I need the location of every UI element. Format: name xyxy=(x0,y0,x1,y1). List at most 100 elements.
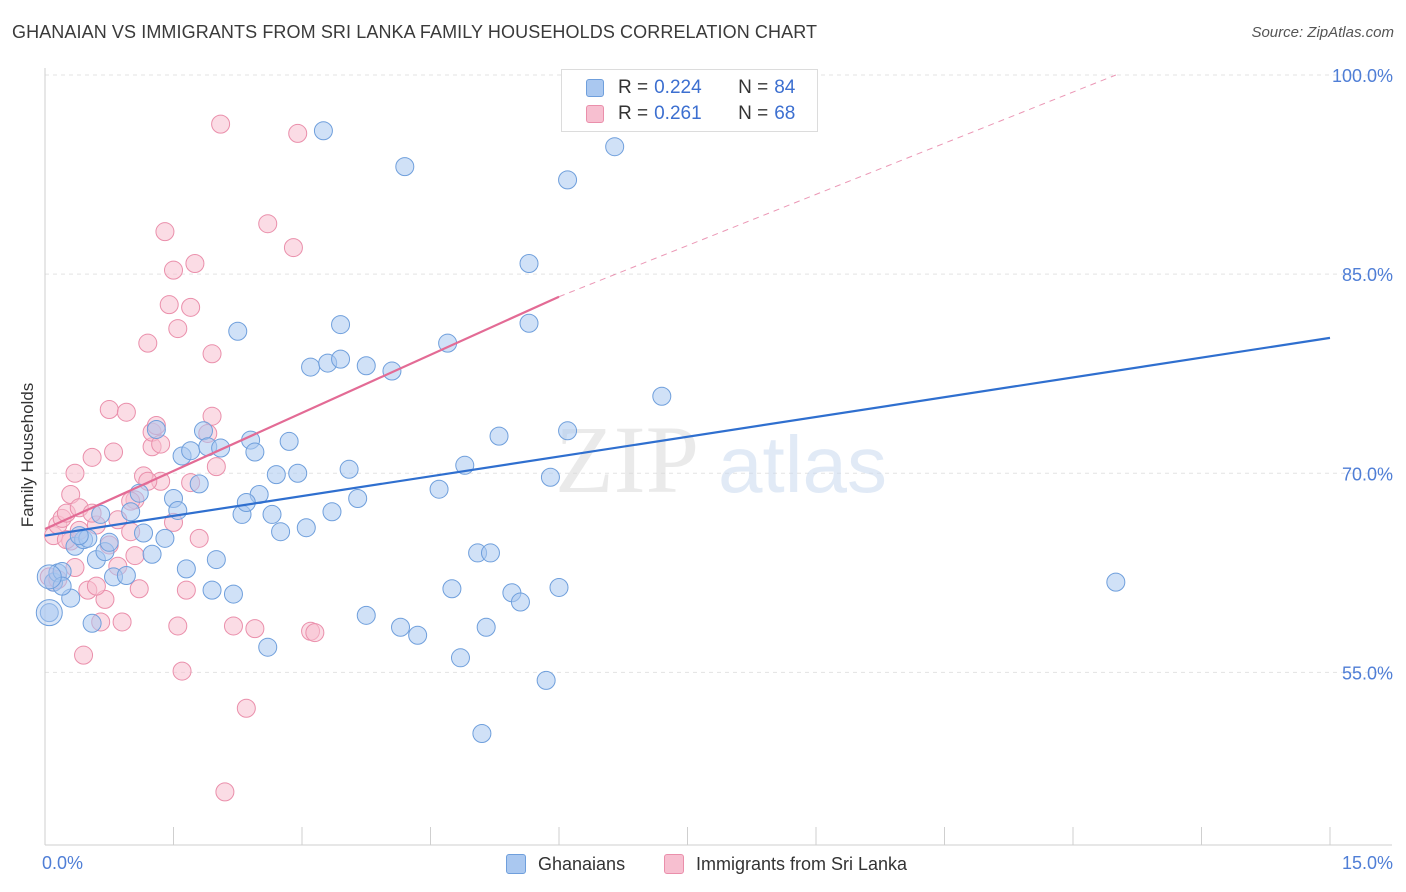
pink-point xyxy=(159,295,179,315)
legend-n-value-blue: 84 xyxy=(774,77,796,98)
blue-point xyxy=(395,157,415,177)
pink-point xyxy=(206,457,226,477)
bottom-legend-swatch-blue xyxy=(506,854,526,874)
bottom-legend-sri-lanka: Immigrants from Sri Lanka xyxy=(664,852,907,876)
axis-layer xyxy=(44,68,1392,846)
blue-point xyxy=(271,522,291,542)
blue-point xyxy=(540,467,560,487)
blue-point xyxy=(489,426,509,446)
pink-point xyxy=(104,442,124,462)
blue-point xyxy=(193,421,213,441)
pink-point xyxy=(138,333,158,353)
y-tick-label: 100.0% xyxy=(1332,66,1393,86)
blue-point xyxy=(266,465,286,485)
blue-point xyxy=(549,577,569,597)
pink-point xyxy=(172,661,192,681)
blue-point xyxy=(211,438,231,458)
pink-point xyxy=(112,612,132,632)
blue-point xyxy=(202,580,222,600)
blue-point xyxy=(116,566,136,585)
pink-point xyxy=(176,580,196,600)
blue-point xyxy=(142,544,162,564)
pink-point xyxy=(215,782,235,802)
blue-point xyxy=(476,617,496,637)
y-tick-label: 70.0% xyxy=(1342,464,1393,484)
blue-point xyxy=(408,625,428,645)
trend-lines xyxy=(44,74,1331,537)
legend-n-label-pink: N = xyxy=(738,103,769,124)
blue-point-large xyxy=(35,599,63,627)
blue-point xyxy=(519,313,539,333)
blue-point xyxy=(176,559,196,579)
blue-point xyxy=(519,254,539,274)
pink-point xyxy=(283,238,303,258)
blue-point xyxy=(236,492,256,512)
blue-point xyxy=(331,315,351,335)
blue-point xyxy=(356,356,376,376)
blue-series-points xyxy=(35,121,1126,743)
watermark-zip: ZIP xyxy=(555,406,699,513)
blue-point xyxy=(99,532,119,552)
blue-point xyxy=(510,592,530,612)
blue-point xyxy=(450,648,470,668)
legend-r-value-blue: 0.224 xyxy=(654,77,702,98)
blue-point xyxy=(356,605,376,625)
pink-point xyxy=(181,297,201,317)
blue-point xyxy=(155,528,175,548)
pink-point xyxy=(82,447,102,467)
blue-point xyxy=(391,617,411,637)
grid-layer xyxy=(45,74,1392,673)
blue-point xyxy=(301,357,321,377)
blue-point xyxy=(121,502,141,522)
blue-point xyxy=(39,603,59,623)
blue-point xyxy=(279,431,299,451)
blue-point xyxy=(52,576,72,596)
tick-labels: 55.0% 70.0% 85.0% 100.0% 0.0% 15.0% xyxy=(42,66,1393,873)
pink-point xyxy=(164,260,183,280)
blue-point xyxy=(262,504,282,524)
pink-point xyxy=(74,645,94,665)
blue-point xyxy=(480,543,500,563)
blue-point xyxy=(189,474,209,494)
blue-point xyxy=(181,441,201,461)
pink-point xyxy=(168,319,188,339)
bottom-legend-ghanaians: Ghanaians xyxy=(506,852,625,876)
pink-point xyxy=(202,344,222,364)
blue-point xyxy=(558,421,578,441)
x-tick-label-min: 0.0% xyxy=(42,853,83,873)
legend-n-label-blue: N = xyxy=(738,77,769,98)
blue-point xyxy=(472,723,492,743)
blue-point xyxy=(536,670,556,690)
pink-point xyxy=(305,623,325,643)
blue-point xyxy=(82,613,102,633)
pink-point xyxy=(223,616,243,636)
blue-point xyxy=(245,442,265,462)
pink-point xyxy=(116,402,136,422)
pink-point xyxy=(245,619,265,639)
blue-point xyxy=(331,349,351,369)
bottom-legend-label-pink: Immigrants from Sri Lanka xyxy=(696,853,908,874)
blue-point xyxy=(134,523,154,543)
pink-point xyxy=(189,528,209,548)
pink-point xyxy=(211,114,231,134)
blue-point xyxy=(258,637,278,657)
pink-point xyxy=(168,616,188,636)
pink-point xyxy=(129,579,149,599)
blue-trend-line xyxy=(44,336,1331,537)
blue-point xyxy=(206,550,226,570)
legend-r-label-blue: R = xyxy=(618,77,649,98)
legend-row-blue: R = 0.224 N = 84 xyxy=(586,76,795,100)
pink-point xyxy=(86,576,106,596)
blue-point xyxy=(652,386,672,406)
source-label: Source: ZipAtlas.com xyxy=(1251,24,1394,41)
pink-point xyxy=(155,222,175,242)
legend-box: R = 0.224 N = 84 R = 0.261 N = 68 xyxy=(561,69,818,132)
bottom-legend-swatch-pink xyxy=(664,854,684,874)
legend-r-label-pink: R = xyxy=(618,103,649,124)
legend-n-value-pink: 68 xyxy=(774,103,796,124)
blue-point xyxy=(339,459,359,479)
pink-point xyxy=(258,214,278,234)
blue-point xyxy=(288,463,308,483)
pink-trend-line xyxy=(44,295,560,531)
